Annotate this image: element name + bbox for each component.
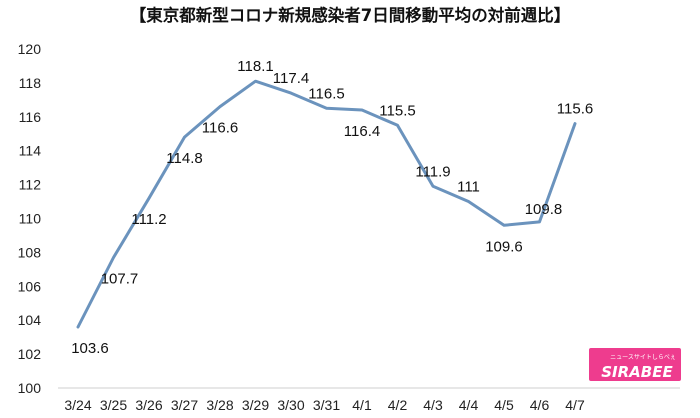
x-tick-label: 3/24	[64, 397, 91, 413]
y-tick-label: 116	[19, 109, 42, 125]
y-axis-ticks: 100 102 104 106 108 110 112 114 116 118 120	[18, 41, 42, 396]
data-label: 111.9	[415, 163, 450, 180]
x-tick-label: 3/27	[171, 397, 198, 413]
data-label: 116.5	[308, 85, 344, 102]
x-tick-label: 4/2	[388, 397, 408, 413]
y-tick-label: 120	[18, 41, 42, 57]
data-label: 115.5	[379, 102, 415, 119]
x-tick-label: 3/25	[100, 397, 127, 413]
x-tick-label: 4/3	[423, 397, 443, 413]
x-tick-label: 3/29	[242, 397, 269, 413]
y-tick-label: 112	[19, 177, 42, 193]
logo-tagline: ニュースサイトしらべぇ	[610, 354, 676, 361]
logo-name: SIRABEE	[601, 363, 673, 381]
data-label: 103.6	[71, 340, 109, 357]
y-tick-label: 106	[18, 278, 42, 294]
y-tick-label: 114	[19, 143, 42, 159]
data-label: 116.4	[344, 123, 380, 140]
x-tick-label: 4/7	[565, 397, 585, 413]
x-tick-label: 4/5	[494, 397, 514, 413]
data-label: 109.8	[525, 201, 563, 218]
y-tick-label: 118	[19, 75, 42, 91]
x-tick-label: 4/4	[459, 397, 479, 413]
data-label: 111.2	[131, 211, 166, 228]
y-tick-label: 110	[19, 211, 42, 227]
x-axis-ticks: 3/24 3/25 3/26 3/27 3/28 3/29 3/30 3/31 4/1 4/2 4/…	[64, 397, 585, 413]
data-label: 107.7	[101, 270, 139, 287]
data-label: 114.8	[166, 150, 202, 167]
x-tick-label: 4/1	[352, 397, 372, 413]
data-label: 115.6	[557, 101, 593, 118]
data-label: 109.6	[485, 238, 523, 255]
y-tick-label: 100	[18, 380, 42, 396]
data-label: 111	[457, 179, 480, 196]
data-label: 118.1	[237, 58, 273, 75]
y-tick-label: 104	[18, 312, 42, 328]
x-tick-label: 4/6	[530, 397, 550, 413]
x-tick-label: 3/30	[277, 397, 304, 413]
y-tick-label: 108	[18, 244, 42, 260]
y-tick-label: 102	[18, 346, 42, 362]
x-tick-label: 3/31	[313, 397, 340, 413]
data-label: 117.4	[273, 70, 309, 87]
x-tick-label: 3/26	[135, 397, 162, 413]
x-tick-label: 3/28	[206, 397, 233, 413]
sirabee-logo: ニュースサイトしらべぇ SIRABEE	[589, 348, 681, 381]
data-label: 116.6	[202, 120, 238, 137]
chart-title: 【東京都新型コロナ新規感染者7日間移動平均の対前週比】	[130, 5, 570, 25]
series-line	[76, 79, 577, 329]
